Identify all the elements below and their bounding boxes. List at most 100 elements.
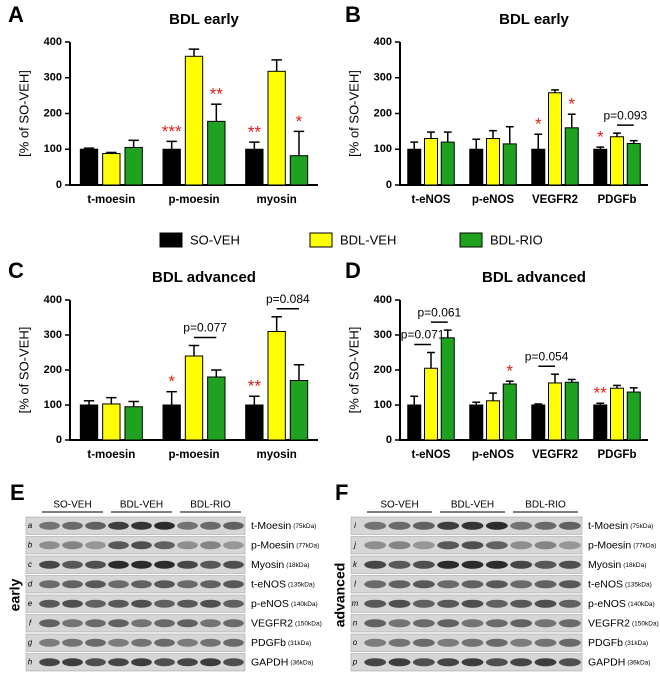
blot-band (108, 560, 129, 569)
blot-band (437, 521, 460, 530)
protein-size: (150kDa) (632, 620, 659, 627)
bar (469, 404, 484, 441)
comparison-label: p=0.084 (266, 292, 310, 306)
blot-band (131, 599, 152, 608)
row-id: h (28, 657, 33, 666)
blot-band (62, 599, 83, 608)
y-tick-label: 0 (386, 434, 392, 446)
y-tick-label: 400 (44, 36, 62, 48)
blot-band (108, 599, 129, 608)
y-tick-label: 200 (44, 364, 62, 376)
blot-band (437, 658, 460, 667)
panel-letter: B (345, 2, 361, 27)
row-label: t-eNOS (135kDa) (588, 578, 652, 590)
bar (245, 148, 264, 186)
bar (547, 382, 563, 441)
blot-band (510, 658, 533, 667)
row-label: t-Moesin (75kDa) (588, 520, 653, 532)
panel-letter: F (335, 480, 348, 505)
blot-band (485, 560, 508, 569)
bar (564, 127, 579, 186)
row-id: a (28, 521, 33, 530)
blot-band (200, 560, 221, 569)
significance-star: ** (594, 384, 608, 403)
y-tick-label: 200 (44, 107, 62, 119)
blot-band (223, 580, 244, 589)
legend-label: SO-VEH (190, 232, 240, 247)
protein-size: (31kDa) (625, 639, 648, 646)
x-tick-label: t-eNOS (412, 449, 451, 461)
protein-name: PDGFb (251, 637, 286, 649)
bar (485, 400, 501, 441)
blot-band (437, 580, 460, 589)
group-label: BDL-VEH (120, 500, 163, 511)
blot-band (200, 599, 221, 608)
panel-letter: C (8, 258, 24, 283)
significance-star: * (568, 95, 575, 114)
blot-band (412, 599, 435, 608)
blot-band (200, 658, 221, 667)
protein-size: (18kDa) (286, 561, 309, 568)
blot-band (364, 521, 387, 530)
x-tick-label: t-moesin (87, 449, 135, 461)
blot-band (412, 560, 435, 569)
blot-band (85, 560, 106, 569)
bar (207, 120, 226, 186)
protein-size: (31kDa) (288, 639, 311, 646)
blot-band (388, 638, 411, 647)
blot-band (388, 560, 411, 569)
blot-band (510, 619, 533, 628)
protein-name: t-eNOS (251, 578, 286, 590)
row-label: t-eNOS (135kDa) (251, 578, 315, 590)
panel-letter: D (345, 258, 361, 283)
x-tick-label: p-moesin (168, 194, 219, 206)
significance-star: * (168, 372, 175, 391)
group-label: SO-VEH (53, 500, 91, 511)
protein-name: p-eNOS (251, 598, 289, 610)
blot-band (412, 638, 435, 647)
blot-band (62, 638, 83, 647)
y-tick-label: 300 (44, 329, 62, 341)
x-tick-label: p-eNOS (472, 449, 515, 461)
blot-band (534, 599, 557, 608)
bar (440, 337, 455, 441)
blot-band (461, 521, 484, 530)
protein-name: VEGFR2 (251, 617, 293, 629)
blot-band (62, 619, 83, 628)
significance-star: ** (248, 123, 262, 142)
blot-band (461, 580, 484, 589)
y-tick-label: 0 (386, 179, 392, 191)
y-tick-label: 0 (56, 179, 62, 191)
blot-band (39, 638, 60, 647)
y-tick-label: 200 (374, 107, 392, 119)
bar (162, 148, 181, 186)
row-label: GAPDH (36kDa) (588, 656, 650, 668)
blot-band (200, 619, 221, 628)
blot-band (177, 580, 198, 589)
group-label: BDL-VEH (451, 500, 494, 511)
row-id: e (28, 599, 33, 608)
blot-band (510, 580, 533, 589)
blot-band (85, 521, 106, 530)
blot-band (177, 658, 198, 667)
blot-band (39, 521, 60, 530)
legend-label: BDL-RIO (490, 232, 543, 247)
blot-band (177, 619, 198, 628)
blot-band (200, 638, 221, 647)
blot-band (131, 580, 152, 589)
row-id: c (28, 560, 32, 569)
y-tick-label: 300 (44, 72, 62, 84)
y-tick-label: 400 (374, 36, 392, 48)
blot-band (108, 638, 129, 647)
bar (267, 70, 286, 186)
protein-size: (36kDa) (627, 659, 650, 666)
blot-band (200, 580, 221, 589)
bar (469, 148, 484, 186)
blot-band (108, 541, 129, 550)
row-id: d (28, 579, 33, 588)
row-id: i (354, 521, 356, 530)
blot-band (388, 580, 411, 589)
bar (184, 55, 204, 186)
blot-band (154, 521, 175, 530)
